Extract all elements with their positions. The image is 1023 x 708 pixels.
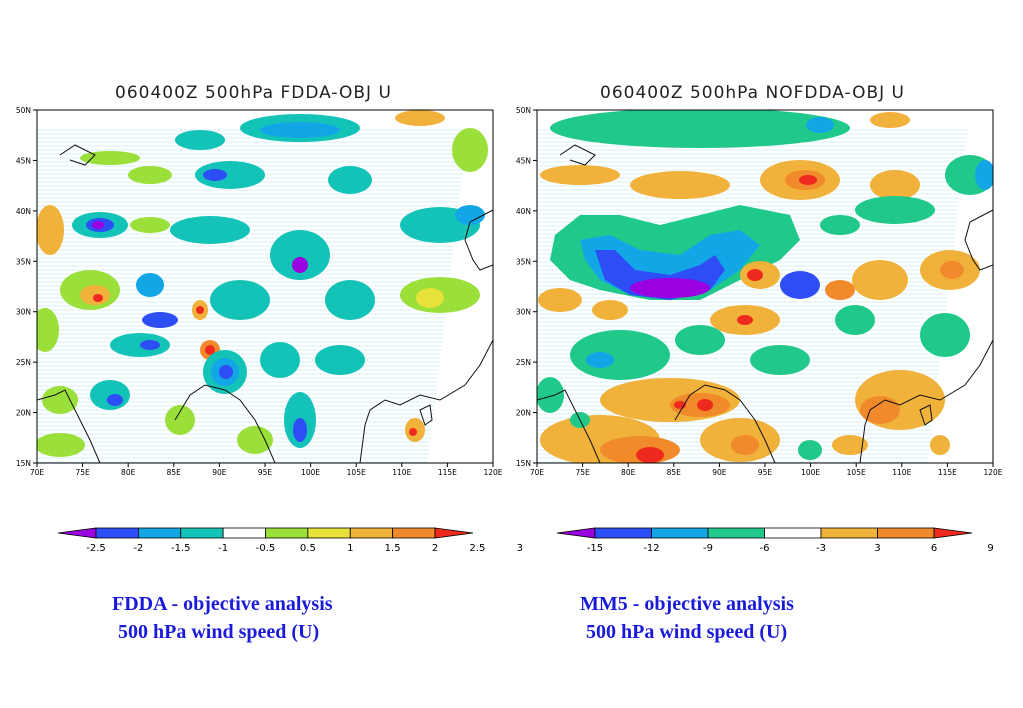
colorbar-right: -15-12-9-6-336912 <box>556 527 994 554</box>
colorbar-box <box>95 527 139 539</box>
colorbar-label: 3 <box>517 543 523 554</box>
colorbar-box <box>180 527 224 539</box>
lat-tick-label: 50N <box>516 106 531 115</box>
lon-tick-label: 105E <box>347 468 366 477</box>
colorbar-box <box>222 527 266 539</box>
lon-tick-label: 70E <box>30 468 45 477</box>
lon-tick-label: 75E <box>75 468 90 477</box>
lat-tick-label: 40N <box>16 207 31 216</box>
lat-tick-label: 25N <box>516 358 531 367</box>
lon-tick-label: 75E <box>575 468 590 477</box>
caption-left-line2: 500 hPa wind speed (U) <box>118 621 320 643</box>
colorbar-label: -2 <box>133 543 143 554</box>
colorbar-box <box>137 527 182 539</box>
lon-tick-label: 80E <box>121 468 136 477</box>
caption-right-line1: MM5 - objective analysis <box>580 593 794 615</box>
lon-tick-label: 100E <box>801 468 820 477</box>
colorbar-label: -15 <box>587 543 603 554</box>
colorbar-label: 0.5 <box>300 543 316 554</box>
colorbar-label: 3 <box>874 543 880 554</box>
lat-tick-label: 50N <box>16 106 31 115</box>
lon-tick-label: 110E <box>892 468 911 477</box>
lat-tick-label: 15N <box>16 459 31 468</box>
colorbar-box <box>594 527 652 539</box>
colorbar-label: -2.5 <box>86 543 106 554</box>
lon-tick-label: 110E <box>392 468 411 477</box>
lon-tick-label: 115E <box>938 468 957 477</box>
lon-tick-label: 95E <box>758 468 773 477</box>
colorbar-label: -12 <box>643 543 659 554</box>
map-title-left: 060400Z 500hPa FDDA-OBJ U <box>115 83 392 103</box>
contour-fill-right <box>537 110 993 463</box>
colorbar-label: -9 <box>703 543 713 554</box>
lon-ticks-left: 70E 75E 80E 85E 90E 95E 100E 105E 110E 115E 120E <box>30 463 503 477</box>
colorbar-arrow-high <box>933 527 973 539</box>
colorbar-box <box>307 527 351 539</box>
contour-fill-left <box>37 110 488 457</box>
colorbar-box <box>707 527 765 539</box>
caption-left-line1: FDDA - objective analysis <box>112 593 333 615</box>
lon-tick-label: 90E <box>212 468 227 477</box>
colorbar-arrow-high <box>434 527 474 539</box>
lon-tick-label: 70E <box>530 468 545 477</box>
map-right-fields <box>537 110 993 463</box>
lon-tick-label: 115E <box>438 468 457 477</box>
colorbar-label: -3 <box>816 543 826 554</box>
lat-ticks-right: 50N 45N 40N 35N 30N 25N 20N 15N <box>516 106 537 468</box>
colorbar-arrow-low <box>556 527 596 539</box>
lon-tick-label: 95E <box>258 468 273 477</box>
colorbar-box <box>820 527 878 539</box>
colorbar-label: 9 <box>987 543 993 554</box>
lon-tick-label: 85E <box>667 468 682 477</box>
lat-tick-label: 20N <box>16 409 31 418</box>
colorbar-label: 2 <box>432 543 438 554</box>
colorbar-label: -0.5 <box>256 543 276 554</box>
lat-ticks-left: 50N 45N 40N 35N 30N 25N 20N 15N <box>16 106 37 468</box>
coastline-right <box>537 144 993 463</box>
colorbar-box <box>877 527 935 539</box>
lat-tick-label: 35N <box>16 257 31 266</box>
lon-tick-label: 120E <box>483 468 502 477</box>
lon-ticks-right: 70E 75E 80E 85E 90E 95E 100E 105E 110E 115E 120E <box>530 463 1003 477</box>
colorbar-label: 2.5 <box>469 543 485 554</box>
colorbar-box <box>265 527 309 539</box>
colorbar-label: -1.5 <box>171 543 191 554</box>
lon-tick-label: 90E <box>712 468 727 477</box>
colorbar-left: -2.5 -2 -1.5 -1 -0.5 0.5 1 1.5 2 2.5 3 <box>57 527 523 554</box>
colorbar-box <box>651 527 709 539</box>
map-left-fields <box>37 110 493 463</box>
lon-tick-label: 80E <box>621 468 636 477</box>
map-title-right: 060400Z 500hPa NOFDDA-OBJ U <box>600 83 906 103</box>
lat-tick-label: 40N <box>516 207 531 216</box>
lat-tick-label: 45N <box>16 156 31 165</box>
colorbar-arrow-low <box>57 527 97 539</box>
colorbar-box <box>392 527 436 539</box>
colorbar-box <box>764 527 822 539</box>
colorbar-box <box>349 527 394 539</box>
colorbar-label: -6 <box>760 543 770 554</box>
lon-tick-label: 85E <box>167 468 182 477</box>
lon-tick-label: 105E <box>847 468 866 477</box>
map-right: 50N 45N 40N 35N 30N 25N 20N 15N 70E 75E 80E 85E 90E… <box>516 106 1003 477</box>
map-left: 50N 45N 40N 35N 30N 25N 20N 15N 70E 75E 80E 85E 90E… <box>16 106 503 477</box>
colorbar-label: -1 <box>218 543 228 554</box>
colorbar-label: 6 <box>931 543 937 554</box>
lon-tick-label: 120E <box>983 468 1002 477</box>
caption-right-line2: 500 hPa wind speed (U) <box>586 621 788 643</box>
lat-tick-label: 15N <box>516 459 531 468</box>
lat-tick-label: 20N <box>516 409 531 418</box>
lat-tick-label: 45N <box>516 156 531 165</box>
lat-tick-label: 35N <box>516 257 531 266</box>
coastline-left <box>37 144 493 463</box>
lat-tick-label: 30N <box>16 308 31 317</box>
lat-tick-label: 25N <box>16 358 31 367</box>
lat-tick-label: 30N <box>516 308 531 317</box>
colorbar-label: 1.5 <box>385 543 401 554</box>
lon-tick-label: 100E <box>301 468 320 477</box>
colorbar-label: 1 <box>347 543 353 554</box>
